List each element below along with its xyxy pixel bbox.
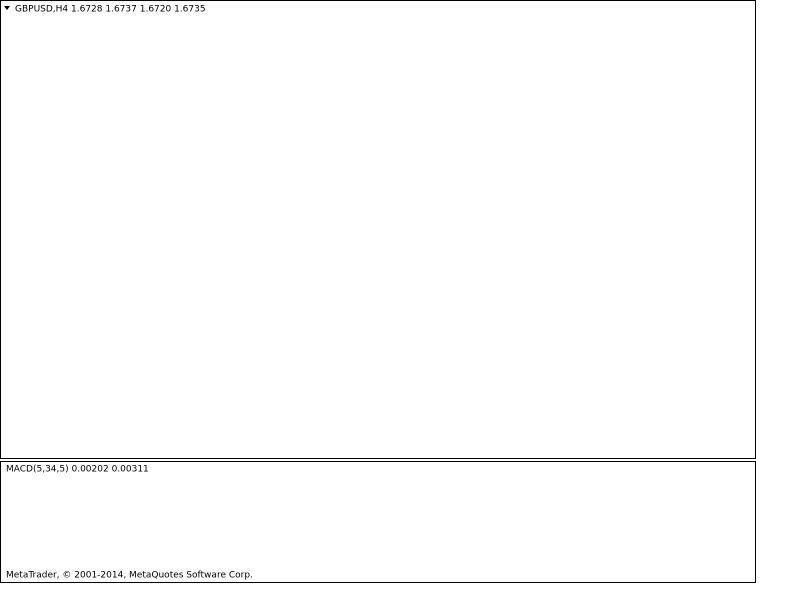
- price-panel-frame: [0, 0, 756, 459]
- macd-title: MACD(5,34,5) 0.00202 0.00311: [6, 465, 149, 475]
- symbol-menu-arrow[interactable]: [4, 6, 10, 10]
- price-title: GBPUSD,H4 1.6728 1.6737 1.6720 1.6735: [15, 5, 206, 15]
- macd-panel-frame: [0, 461, 756, 583]
- footer: MetaTrader, © 2001-2014, MetaQuotes Soft…: [6, 571, 253, 581]
